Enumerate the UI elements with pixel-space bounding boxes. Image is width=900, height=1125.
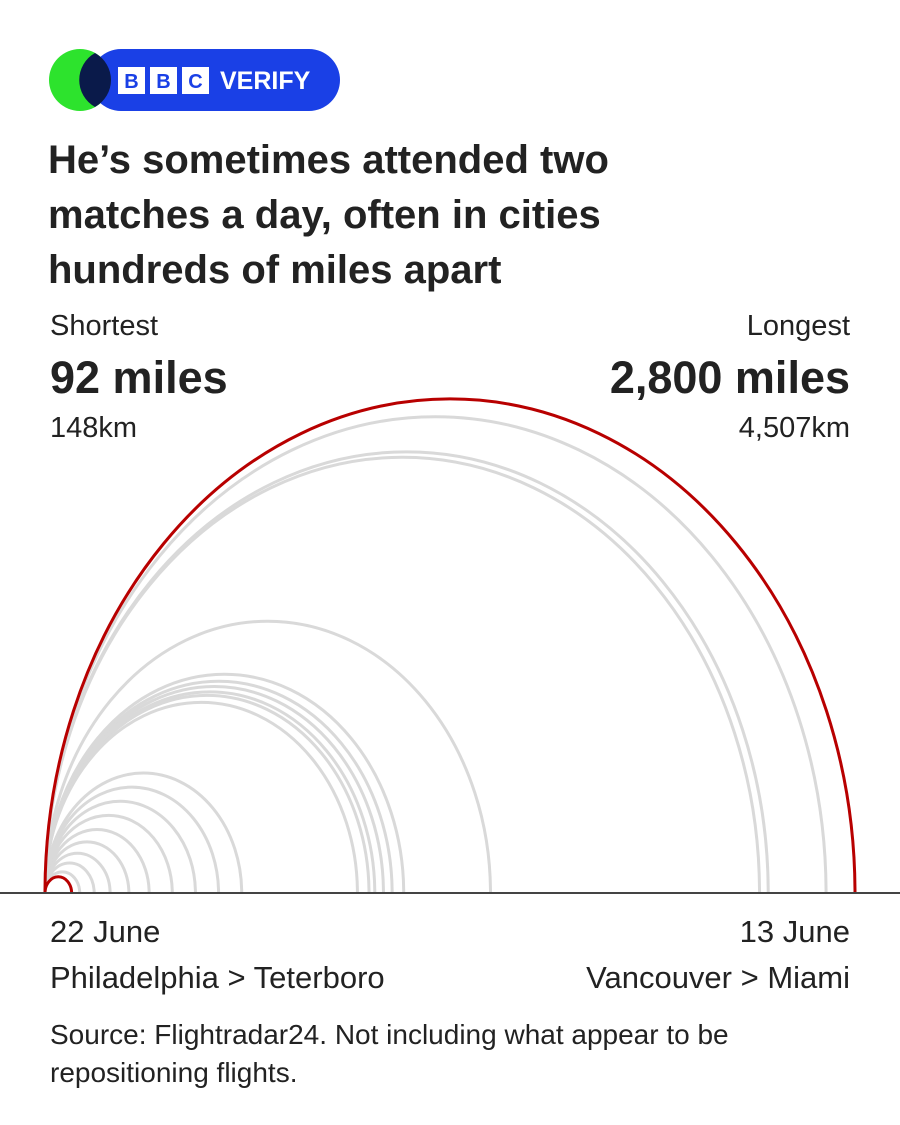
logo-text: VERIFY	[220, 67, 311, 95]
arc	[43, 619, 492, 894]
longest-route: Vancouver > Miami	[586, 960, 850, 995]
longest-date: 13 June	[739, 914, 850, 949]
arc	[43, 415, 828, 894]
logo-box	[150, 67, 177, 94]
arcs	[43, 397, 857, 894]
logo-overlap	[79, 53, 111, 107]
shortest-value: 92 miles	[50, 352, 228, 403]
logo-box	[118, 67, 145, 94]
shortest-route: Philadelphia > Teterboro	[50, 960, 385, 995]
arc	[43, 771, 244, 894]
arc	[43, 672, 406, 894]
title: He’s sometimes attended two matches a da…	[48, 138, 609, 292]
logo-box	[182, 67, 209, 94]
shortest-km: 148km	[50, 412, 138, 444]
arc	[43, 450, 770, 894]
source: Source: Flightradar24. Not including wha…	[50, 1019, 729, 1088]
shortest-date: 22 June	[50, 914, 161, 949]
logo-letter: B	[124, 71, 138, 93]
logo-letter: B	[156, 71, 170, 93]
logo-letter: C	[188, 71, 202, 93]
longest-km: 4,507km	[738, 412, 850, 444]
shortest-label: Shortest	[50, 310, 158, 342]
longest-label: Longest	[746, 310, 850, 342]
arc	[43, 397, 857, 894]
longest-value: 2,800 miles	[609, 352, 850, 403]
logo-pill	[90, 49, 340, 111]
arc	[43, 875, 74, 894]
